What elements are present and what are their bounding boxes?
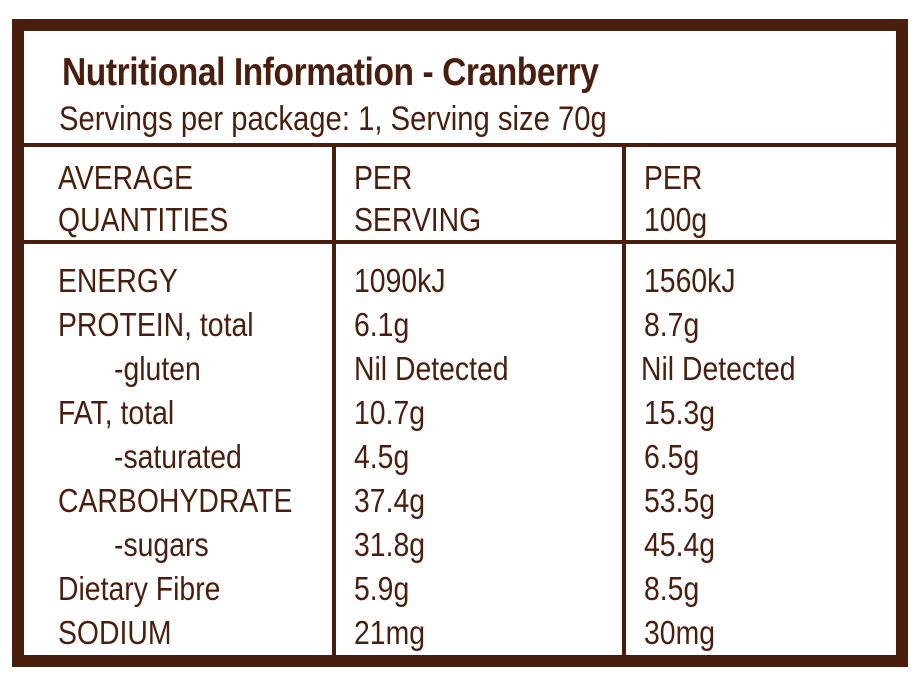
nutrient-row-gluten: -gluten Nil Detected Nil Detected (24, 347, 896, 391)
column-header-per-100g-line2: 100g (644, 201, 708, 238)
column-header-per-serving: PER SERVING (354, 157, 481, 241)
per-100g-value: 53.5g (644, 482, 716, 519)
nutrient-name: -gluten (114, 350, 201, 387)
per-serving-value: 1090kJ (354, 262, 446, 299)
nutrient-row-energy: ENERGY 1090kJ 1560kJ (24, 259, 896, 303)
nutrient-name: -saturated (114, 438, 242, 475)
per-serving-value: 21mg (354, 614, 426, 651)
nutrient-row-sodium: SODIUM 21mg 30mg (24, 611, 896, 655)
nutrient-name: SODIUM (58, 614, 172, 651)
nutrient-name: Dietary Fibre (58, 570, 221, 607)
column-header-quantities-line1: AVERAGE (58, 159, 194, 196)
column-header-per-100g: PER 100g (644, 157, 707, 241)
column-header-per-100g-line1: PER (644, 159, 703, 196)
column-header-quantities: AVERAGE QUANTITIES (58, 157, 228, 241)
nutrient-row-fat: FAT, total 10.7g 15.3g (24, 391, 896, 435)
nutrition-panel: Nutritional Information - Cranberry Serv… (12, 19, 908, 667)
per-serving-value: 4.5g (354, 438, 410, 475)
per-100g-value: 6.5g (644, 438, 700, 475)
per-100g-value: 30mg (644, 614, 716, 651)
panel-title: Nutritional Information - Cranberry (62, 51, 599, 94)
column-header-per-serving-line2: SERVING (354, 201, 482, 238)
column-header-per-serving-line1: PER (354, 159, 413, 196)
per-serving-value: 10.7g (354, 394, 426, 431)
per-100g-value: 8.5g (644, 570, 700, 607)
per-serving-value: 5.9g (354, 570, 410, 607)
per-100g-value: 45.4g (644, 526, 716, 563)
per-serving-value: 6.1g (354, 306, 410, 343)
nutrient-row-saturated: -saturated 4.5g 6.5g (24, 435, 896, 479)
per-serving-value: 37.4g (354, 482, 426, 519)
nutrient-row-dietary-fibre: Dietary Fibre 5.9g 8.5g (24, 567, 896, 611)
column-divider-1 (332, 147, 336, 655)
nutrient-rows: ENERGY 1090kJ 1560kJ PROTEIN, total 6.1g… (24, 259, 896, 655)
nutrient-name: FAT, total (58, 394, 175, 431)
per-serving-value: 31.8g (354, 526, 426, 563)
nutrient-name: ENERGY (58, 262, 178, 299)
per-100g-value: 1560kJ (644, 262, 736, 299)
nutrient-name: PROTEIN, total (58, 306, 254, 343)
nutrient-row-protein: PROTEIN, total 6.1g 8.7g (24, 303, 896, 347)
column-header-quantities-line2: QUANTITIES (58, 201, 229, 238)
nutrient-name: CARBOHYDRATE (58, 482, 293, 519)
per-100g-value: Nil Detected (641, 350, 796, 387)
nutrient-row-sugars: -sugars 31.8g 45.4g (24, 523, 896, 567)
serving-info: Servings per package: 1, Serving size 70… (59, 100, 607, 138)
panel-header: Nutritional Information - Cranberry Serv… (24, 31, 896, 147)
header-row-divider (24, 240, 896, 244)
nutrient-row-carbohydrate: CARBOHYDRATE 37.4g 53.5g (24, 479, 896, 523)
nutrient-name: -sugars (114, 526, 209, 563)
column-divider-2 (622, 147, 626, 655)
per-100g-value: 8.7g (644, 306, 700, 343)
per-100g-value: 15.3g (644, 394, 716, 431)
per-serving-value: Nil Detected (354, 350, 509, 387)
